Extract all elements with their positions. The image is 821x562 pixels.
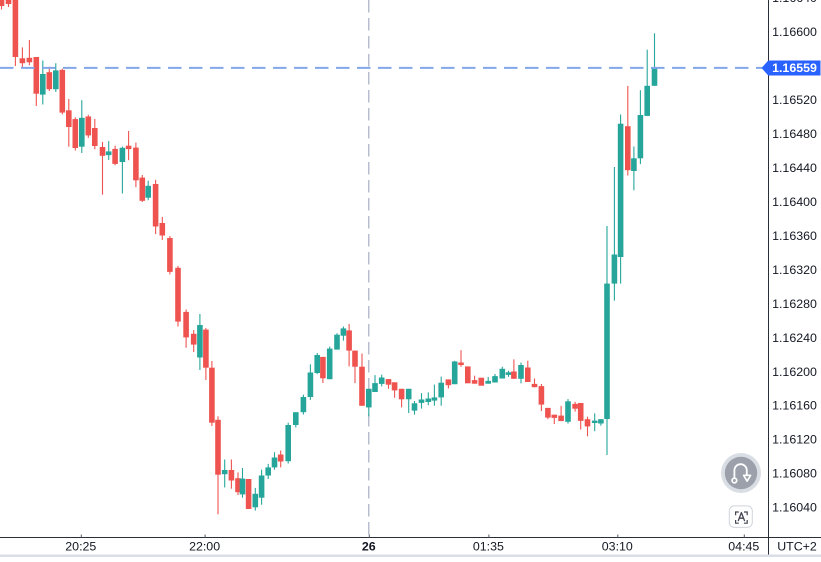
svg-text:1.16040: 1.16040 <box>772 500 817 514</box>
svg-text:01:35: 01:35 <box>473 540 504 554</box>
svg-text:1.16600: 1.16600 <box>772 25 817 39</box>
svg-text:1.16160: 1.16160 <box>772 399 817 413</box>
svg-text:04:45: 04:45 <box>728 540 759 554</box>
svg-text:1.16360: 1.16360 <box>772 229 817 243</box>
svg-text:1.16440: 1.16440 <box>772 161 817 175</box>
svg-text:1.16200: 1.16200 <box>772 365 817 379</box>
svg-text:26: 26 <box>362 540 376 554</box>
svg-text:1.16120: 1.16120 <box>772 433 817 447</box>
svg-text:1.16240: 1.16240 <box>772 331 817 345</box>
svg-text:1.16480: 1.16480 <box>772 127 817 141</box>
svg-text:1.16559: 1.16559 <box>772 61 817 75</box>
svg-text:22:00: 22:00 <box>189 540 220 554</box>
svg-text:03:10: 03:10 <box>602 540 633 554</box>
svg-text:1.16520: 1.16520 <box>772 93 817 107</box>
svg-text:1.16640: 1.16640 <box>772 0 817 5</box>
svg-text:20:25: 20:25 <box>65 540 96 554</box>
svg-text:1.16080: 1.16080 <box>772 467 817 481</box>
svg-text:1.16320: 1.16320 <box>772 263 817 277</box>
svg-text:UTC+2: UTC+2 <box>777 540 817 554</box>
svg-text:1.16400: 1.16400 <box>772 195 817 209</box>
svg-text:1.16280: 1.16280 <box>772 297 817 311</box>
